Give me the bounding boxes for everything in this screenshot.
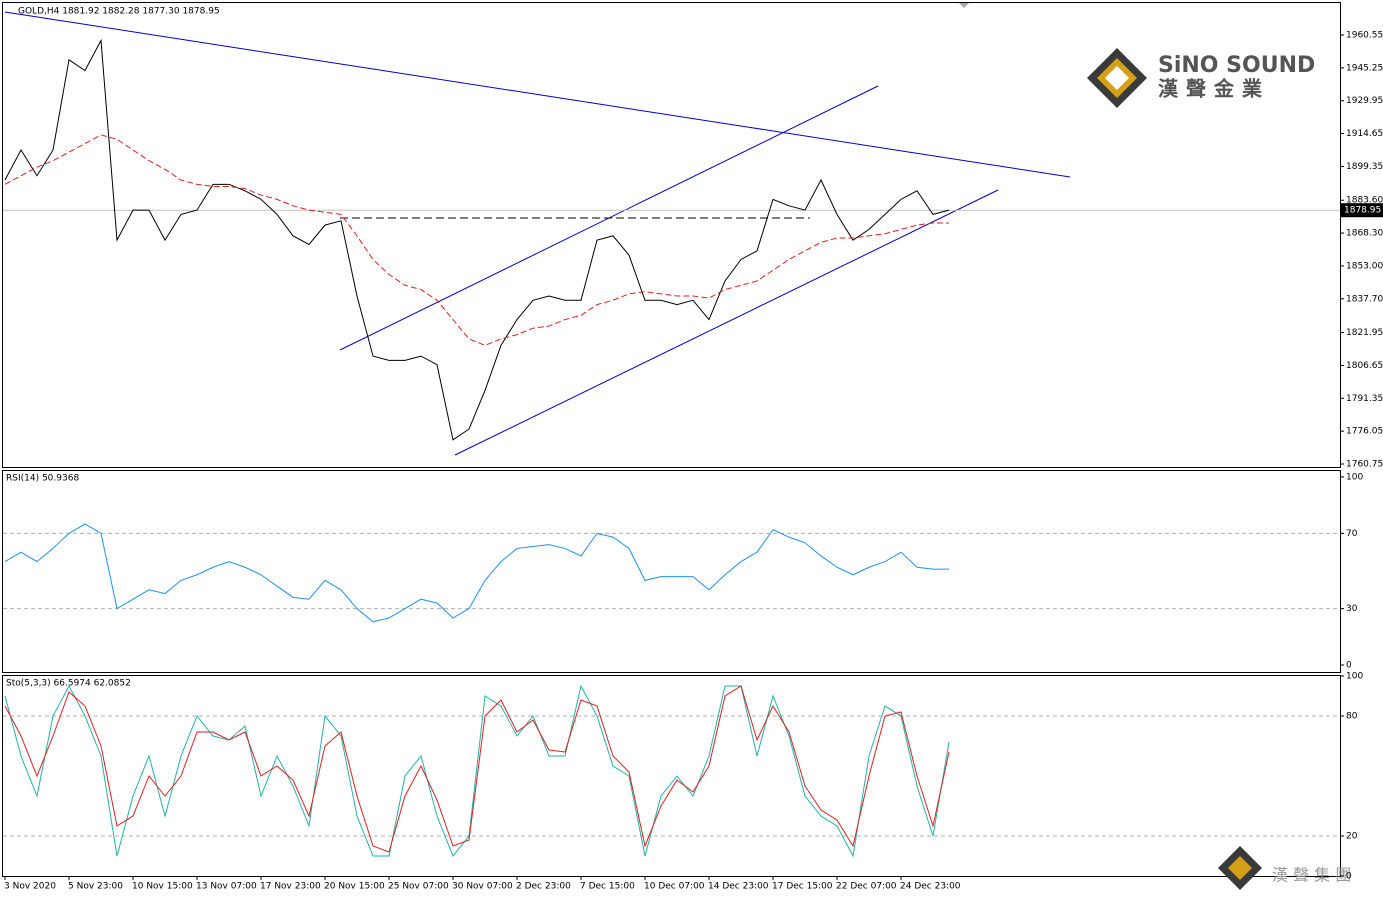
x-tick-label: 22 Dec 07:00 — [836, 882, 897, 892]
x-tick-label: 30 Nov 07:00 — [452, 882, 513, 892]
y-tick-label: 80 — [1346, 712, 1358, 722]
y-tick-label: 0 — [1346, 661, 1352, 671]
x-tick-label: 14 Dec 23:00 — [708, 882, 769, 892]
y-tick-label: 70 — [1346, 529, 1358, 539]
series-line — [4, 684, 950, 858]
y-tick-label: 1806.65 — [1346, 361, 1383, 371]
x-tick-label: 10 Dec 07:00 — [644, 882, 705, 892]
y-tick-label: 1914.65 — [1346, 129, 1383, 139]
trend-line — [4, 11, 1071, 178]
x-tick-label: 5 Nov 23:00 — [68, 882, 123, 892]
series-line — [4, 38, 950, 441]
logo-diamond-core — [1105, 66, 1129, 90]
y-tick-label: 1868.30 — [1346, 229, 1383, 239]
price-title: GOLD,H4 1881.92 1882.28 1877.30 1878.95 — [18, 7, 220, 17]
y-tick-label: 1837.70 — [1346, 294, 1383, 304]
x-tick-label: 17 Nov 23:00 — [260, 882, 321, 892]
rsi-panel — [2, 470, 1341, 673]
y-tick-label: 1791.35 — [1346, 394, 1383, 404]
last-price-label: 1878.95 — [1344, 206, 1381, 216]
channel-lower — [454, 189, 999, 456]
x-tick-label: 17 Dec 15:00 — [772, 882, 833, 892]
shift-marker — [959, 3, 969, 8]
x-tick-label: 25 Nov 07:00 — [388, 882, 449, 892]
y-tick-label: 1945.25 — [1346, 63, 1383, 73]
series-line — [4, 523, 949, 623]
logo-chinese: 漢聲金業 — [1158, 77, 1270, 101]
logo-name: SiNO SOUND — [1158, 53, 1315, 78]
y-tick-label: 20 — [1346, 832, 1358, 842]
watermark: 漢 聲 集 團 — [1218, 846, 1351, 890]
y-tick-label: 100 — [1346, 672, 1363, 682]
y-tick-label: 1853.00 — [1346, 261, 1383, 271]
series-line — [4, 685, 950, 853]
watermark-diamond-inner — [1228, 856, 1252, 880]
logo: SiNO SOUND 漢聲金業 — [1087, 48, 1315, 108]
y-tick-label: 1929.95 — [1346, 96, 1383, 106]
x-tick-label: 13 Nov 07:00 — [196, 882, 257, 892]
y-tick-label: 1960.55 — [1346, 30, 1383, 40]
y-tick-label: 1821.95 — [1346, 328, 1383, 338]
y-tick-label: 1899.35 — [1346, 162, 1383, 172]
sto-panel — [2, 675, 1341, 877]
y-tick-label: 1760.75 — [1346, 459, 1383, 469]
y-tick-label: 100 — [1346, 472, 1363, 482]
rsi-title: RSI(14) 50.9368 — [6, 474, 79, 484]
y-tick-label: 0 — [1346, 872, 1352, 882]
last-price-box — [1341, 203, 1383, 218]
x-tick-label: 7 Dec 15:00 — [580, 882, 635, 892]
watermark-text: 漢 聲 集 團 — [1272, 866, 1351, 885]
x-tick-label: 24 Dec 23:00 — [900, 882, 961, 892]
x-tick-label: 2 Dec 23:00 — [516, 882, 571, 892]
x-tick-label: 10 Nov 15:00 — [132, 882, 193, 892]
x-tick-label: 3 Nov 2020 — [4, 882, 56, 892]
y-tick-label: 1883.60 — [1346, 196, 1383, 206]
y-tick-label: 1776.05 — [1346, 427, 1383, 437]
price-panel — [2, 2, 1341, 468]
series-line — [4, 134, 949, 346]
sto-title: Sto(5,3,3) 66.5974 62.0852 — [6, 679, 131, 689]
y-tick-label: 30 — [1346, 604, 1358, 614]
x-tick-label: 20 Nov 15:00 — [324, 882, 385, 892]
